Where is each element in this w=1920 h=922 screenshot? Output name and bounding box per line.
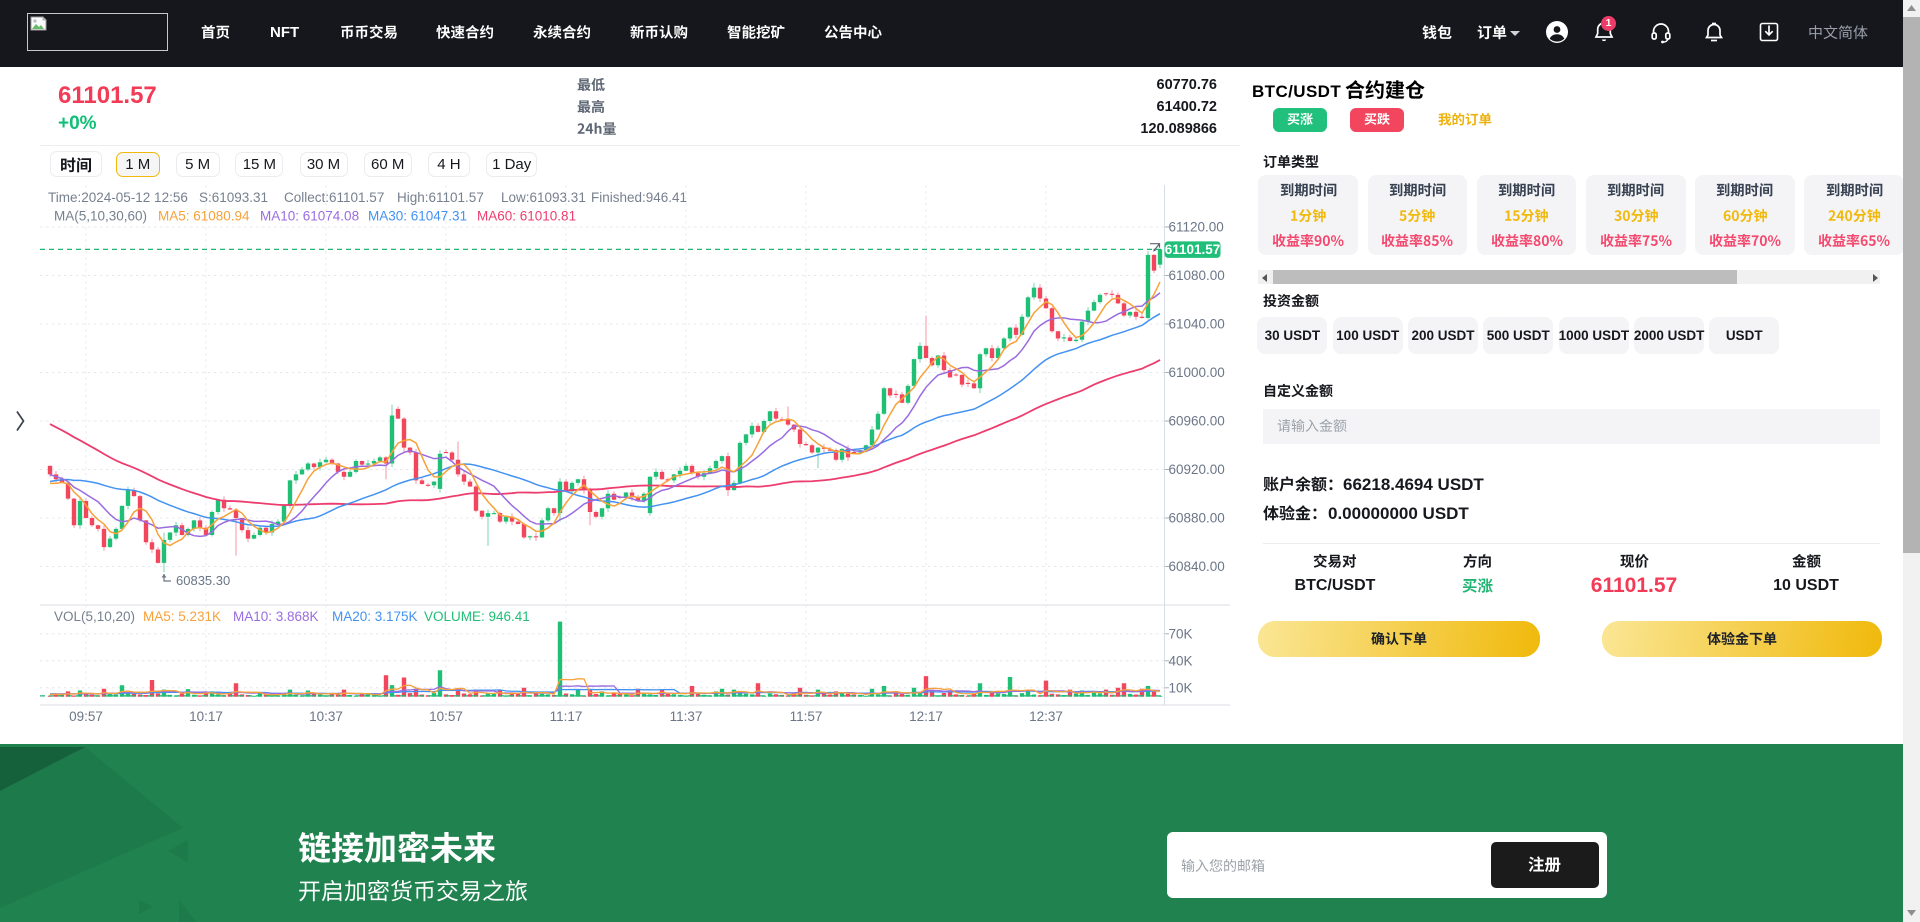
svg-text:60960.00: 60960.00 xyxy=(1169,414,1225,429)
svg-text:VOLUME: 946.41: VOLUME: 946.41 xyxy=(424,609,530,624)
svg-text:Finished:946.41: Finished:946.41 xyxy=(591,190,687,205)
svg-text:61080.00: 61080.00 xyxy=(1169,268,1225,283)
svg-text:10:37: 10:37 xyxy=(309,709,343,724)
svg-text:MA10: 3.868K: MA10: 3.868K xyxy=(233,609,319,624)
svg-text:09:57: 09:57 xyxy=(69,709,103,724)
svg-text:High:61101.57: High:61101.57 xyxy=(397,190,484,205)
svg-text:61040.00: 61040.00 xyxy=(1169,317,1225,332)
svg-text:Collect:61101.57: Collect:61101.57 xyxy=(284,190,384,205)
svg-text:10:17: 10:17 xyxy=(189,709,223,724)
svg-text:VOL(5,10,20): VOL(5,10,20) xyxy=(54,609,135,624)
svg-text:MA5: 61080.94: MA5: 61080.94 xyxy=(158,209,250,224)
svg-text:61120.00: 61120.00 xyxy=(1169,220,1224,235)
svg-text:11:57: 11:57 xyxy=(790,709,823,724)
svg-text:61000.00: 61000.00 xyxy=(1169,365,1225,380)
svg-text:60880.00: 60880.00 xyxy=(1169,511,1225,526)
svg-text:Low:61093.31: Low:61093.31 xyxy=(501,190,586,205)
svg-text:MA60: 61010.81: MA60: 61010.81 xyxy=(477,209,576,224)
svg-text:10K: 10K xyxy=(1169,680,1193,695)
svg-text:11:17: 11:17 xyxy=(550,709,583,724)
svg-text:MA30: 61047.31: MA30: 61047.31 xyxy=(368,209,467,224)
svg-text:60920.00: 60920.00 xyxy=(1169,462,1225,477)
svg-text:Time:2024-05-12 12:56: Time:2024-05-12 12:56 xyxy=(48,190,188,205)
svg-text:70K: 70K xyxy=(1169,626,1193,641)
svg-text:12:17: 12:17 xyxy=(909,709,943,724)
svg-text:MA20: 3.175K: MA20: 3.175K xyxy=(332,609,418,624)
svg-text:12:37: 12:37 xyxy=(1029,709,1063,724)
svg-text:60835.30: 60835.30 xyxy=(176,573,230,588)
svg-text:MA(5,10,30,60): MA(5,10,30,60) xyxy=(54,209,147,224)
svg-text:10:57: 10:57 xyxy=(429,709,463,724)
svg-text:61101.57: 61101.57 xyxy=(1165,242,1221,257)
svg-text:MA5: 5.231K: MA5: 5.231K xyxy=(143,609,221,624)
svg-text:MA10: 61074.08: MA10: 61074.08 xyxy=(260,209,359,224)
svg-text:60840.00: 60840.00 xyxy=(1169,559,1225,574)
svg-text:40K: 40K xyxy=(1169,653,1193,668)
svg-text:11:37: 11:37 xyxy=(670,709,703,724)
svg-text:S:61093.31: S:61093.31 xyxy=(199,190,268,205)
